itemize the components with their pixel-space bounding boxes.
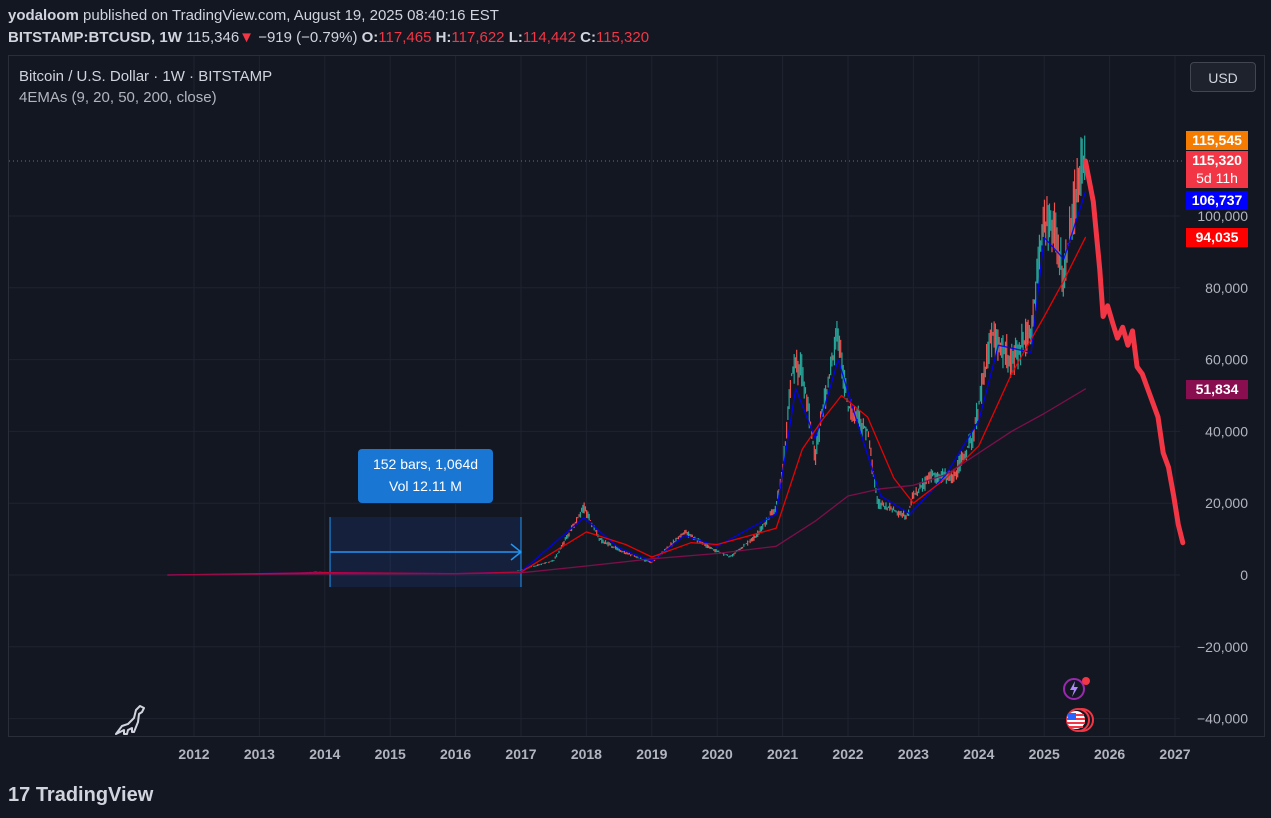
down-arrow-icon: ▼ <box>239 29 255 46</box>
x-tick-label: 2017 <box>505 746 536 762</box>
price-tag-countdown: 5d 11h <box>1186 169 1248 188</box>
measure-tooltip[interactable]: 152 bars, 1,064d Vol 12.11 M <box>358 449 493 503</box>
x-tick-label: 2016 <box>440 746 471 762</box>
y-tick-label: 20,000 <box>1205 495 1248 511</box>
lightning-event-icon[interactable] <box>1060 675 1092 703</box>
x-tick-label: 2012 <box>178 746 209 762</box>
close-value: 115,320 <box>595 29 650 46</box>
x-tick-label: 2024 <box>963 746 994 762</box>
x-tick-label: 2027 <box>1159 746 1190 762</box>
tradingview-logo[interactable]: 17 TradingView <box>8 784 153 807</box>
price-tag-ema20: 106,737 <box>1186 191 1248 210</box>
y-tick-label: −20,000 <box>1197 639 1248 655</box>
x-tick-label: 2026 <box>1094 746 1125 762</box>
y-tick-label: 60,000 <box>1205 352 1248 368</box>
x-tick-label: 2014 <box>309 746 340 762</box>
indicator-legend[interactable]: 4EMAs (9, 20, 50, 200, close) <box>19 89 217 106</box>
x-tick-label: 2018 <box>571 746 602 762</box>
measure-volume: Vol 12.11 M <box>389 478 462 494</box>
x-tick-label: 2023 <box>898 746 929 762</box>
y-tick-label: 100,000 <box>1197 208 1248 224</box>
symbol-name: BITSTAMP:BTCUSD <box>8 29 152 46</box>
x-tick-label: 2020 <box>702 746 733 762</box>
close-label: C: <box>580 29 596 46</box>
chart-pane[interactable] <box>8 55 1265 737</box>
measure-arrowhead <box>510 543 523 561</box>
high-value: 117,622 <box>451 29 505 46</box>
high-label: H: <box>435 29 452 46</box>
price-tag-ema50: 94,035 <box>1186 228 1248 247</box>
y-tick-label: 40,000 <box>1205 423 1248 439</box>
dinosaur-icon[interactable] <box>112 702 148 738</box>
price-tag-ema200: 51,834 <box>1186 380 1248 399</box>
publisher-name[interactable]: yodaloom <box>8 7 79 24</box>
symbol-line: BITSTAMP:BTCUSD, 1W 115,346▼ −919 (−0.79… <box>8 29 650 46</box>
chart-title: Bitcoin / U.S. Dollar · 1W · BITSTAMP <box>19 68 273 85</box>
last-price: 115,346 <box>186 29 240 46</box>
currency-button[interactable]: USD <box>1190 62 1256 92</box>
x-tick-label: 2022 <box>832 746 863 762</box>
low-label: L: <box>508 29 523 46</box>
y-tick-label: −40,000 <box>1197 711 1248 727</box>
interval: 1W <box>159 29 182 46</box>
x-tick-label: 2013 <box>244 746 275 762</box>
x-tick-label: 2021 <box>767 746 798 762</box>
x-tick-label: 2019 <box>636 746 667 762</box>
price-tag-last: 115,320 <box>1186 151 1248 170</box>
low-value: 114,442 <box>522 29 576 46</box>
tv-logo-icon: 17 <box>8 784 31 806</box>
projection-path-line <box>1082 158 1186 546</box>
open-value: 117,465 <box>378 29 432 46</box>
us-flag-event-icon[interactable] <box>1060 704 1096 736</box>
publish-header: yodaloom published on TradingView.com, A… <box>0 0 1271 55</box>
ema-line <box>167 388 1087 576</box>
x-tick-label: 2025 <box>1029 746 1060 762</box>
publish-line: yodaloom published on TradingView.com, A… <box>8 7 499 24</box>
measure-bars-days: 152 bars, 1,064d <box>372 456 479 472</box>
brand-name: TradingView <box>35 784 154 806</box>
published-text: published on TradingView.com, August 19,… <box>83 7 499 24</box>
ema-line <box>167 236 1087 576</box>
price-tag-ema9: 115,545 <box>1186 131 1248 150</box>
open-label: O: <box>361 29 379 46</box>
y-tick-label: 80,000 <box>1205 280 1248 296</box>
ema-line <box>167 191 1087 576</box>
y-tick-label: 0 <box>1240 567 1248 583</box>
x-tick-label: 2015 <box>375 746 406 762</box>
price-change: −919 (−0.79%) <box>258 29 358 46</box>
